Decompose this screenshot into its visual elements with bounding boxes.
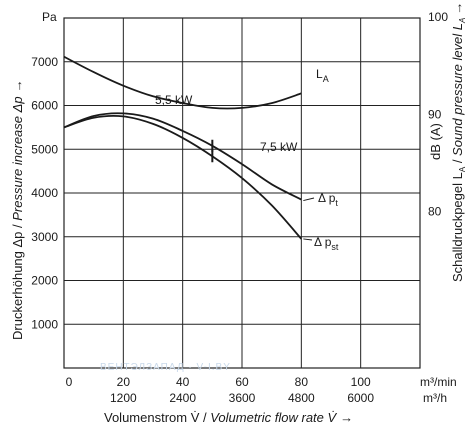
x-axis-title-arrow: → <box>340 410 353 425</box>
x-tick-label-h: 3600 <box>229 391 256 405</box>
label-total-pressure: Δ pt <box>318 191 338 208</box>
series-static-pressure-curve <box>63 115 302 240</box>
label-total-pressure-sub: t <box>335 198 338 208</box>
y-axis-title-de: Druckerhöhung Δp / <box>10 221 25 340</box>
series-total-pressure-curve <box>63 112 302 201</box>
x-tick-label-min: 60 <box>235 375 249 389</box>
leader-static-pressure <box>303 238 313 241</box>
y2-unit-label: dB (A) <box>428 123 443 160</box>
label-static-pressure-sub: st <box>331 242 339 252</box>
label-static-pressure-name: Δ p <box>314 235 332 249</box>
annotation-7-5-kw: 7,5 kW <box>260 140 298 154</box>
x-tick-label-h: 1200 <box>110 391 137 405</box>
x-tick-label-h: 2400 <box>169 391 196 405</box>
plot-border <box>63 17 421 369</box>
x-tick-label-h: 4800 <box>288 391 315 405</box>
leader-total-pressure <box>303 197 315 202</box>
x-tick-label-min: 100 <box>351 375 371 389</box>
y-unit-label: Pa <box>42 10 57 24</box>
tick-labels: 1000 2000 3000 4000 5000 6000 7000 0 20 40 60 80 100… <box>31 55 441 405</box>
label-sound-pressure-name: L <box>316 67 323 81</box>
y-axis-title-arrow: → <box>10 79 25 92</box>
x-tick-label-min: 40 <box>176 375 190 389</box>
x-axis-title-de: Volumenstrom V̇ / <box>104 410 210 425</box>
label-total-pressure-name: Δ p <box>318 191 336 205</box>
y-tick-label: 7000 <box>31 55 58 69</box>
y2-axis-title-arrow: → <box>450 2 465 15</box>
x-axis-title: Volumenstrom V̇ / Volumetric flow rate V… <box>104 410 353 425</box>
y-tick-label: 5000 <box>31 142 58 156</box>
y2-axis-title-en-sub: A <box>458 18 467 24</box>
watermark: ВЕНТЭЛЗАПАД · V-I.BY <box>100 362 231 373</box>
y2-axis-title-sep: / <box>450 156 465 167</box>
y2-tick-label: 90 <box>428 108 442 122</box>
grid <box>64 18 420 368</box>
x-axis-title-en: Volumetric flow rate V̇ <box>210 410 337 425</box>
x-tick-label-min: 80 <box>295 375 309 389</box>
label-sound-pressure-sub: A <box>323 74 329 84</box>
y-tick-label: 2000 <box>31 274 58 288</box>
y-tick-label: 4000 <box>31 186 58 200</box>
plot-frame <box>63 17 421 369</box>
y2-top-label: 100 <box>428 10 448 24</box>
y-axis-title-en: Pressure increase Δp <box>10 96 25 220</box>
x-tick-label-h: 6000 <box>347 391 374 405</box>
y2-axis-title: Schalldruckpegel LA / Sound pressure lev… <box>450 2 467 282</box>
y2-axis-title-de-sub: A <box>458 166 467 172</box>
y2-tick-label: 80 <box>428 204 442 218</box>
y-tick-label: 3000 <box>31 230 58 244</box>
y2-axis-title-de: Schalldruckpegel L <box>450 172 465 282</box>
x-tick-label-min: 20 <box>117 375 131 389</box>
y-tick-label: 6000 <box>31 99 58 113</box>
y-axis-title: Druckerhöhung Δp / Pressure increase Δp → <box>10 79 25 340</box>
series-lines <box>63 55 315 241</box>
label-static-pressure: Δ pst <box>314 235 339 252</box>
y-tick-label: 1000 <box>31 317 58 331</box>
series-sound-pressure-curve <box>63 55 302 110</box>
annotation-5-5-kw: 5,5 kW <box>155 93 193 107</box>
label-sound-pressure: LA <box>316 67 329 84</box>
x-unit-min-label: m³/min <box>420 375 457 389</box>
x-unit-h-label: m³/h <box>423 391 447 405</box>
x-tick-label-min: 0 <box>66 375 73 389</box>
y2-axis-title-en: Sound pressure level L <box>450 23 465 156</box>
